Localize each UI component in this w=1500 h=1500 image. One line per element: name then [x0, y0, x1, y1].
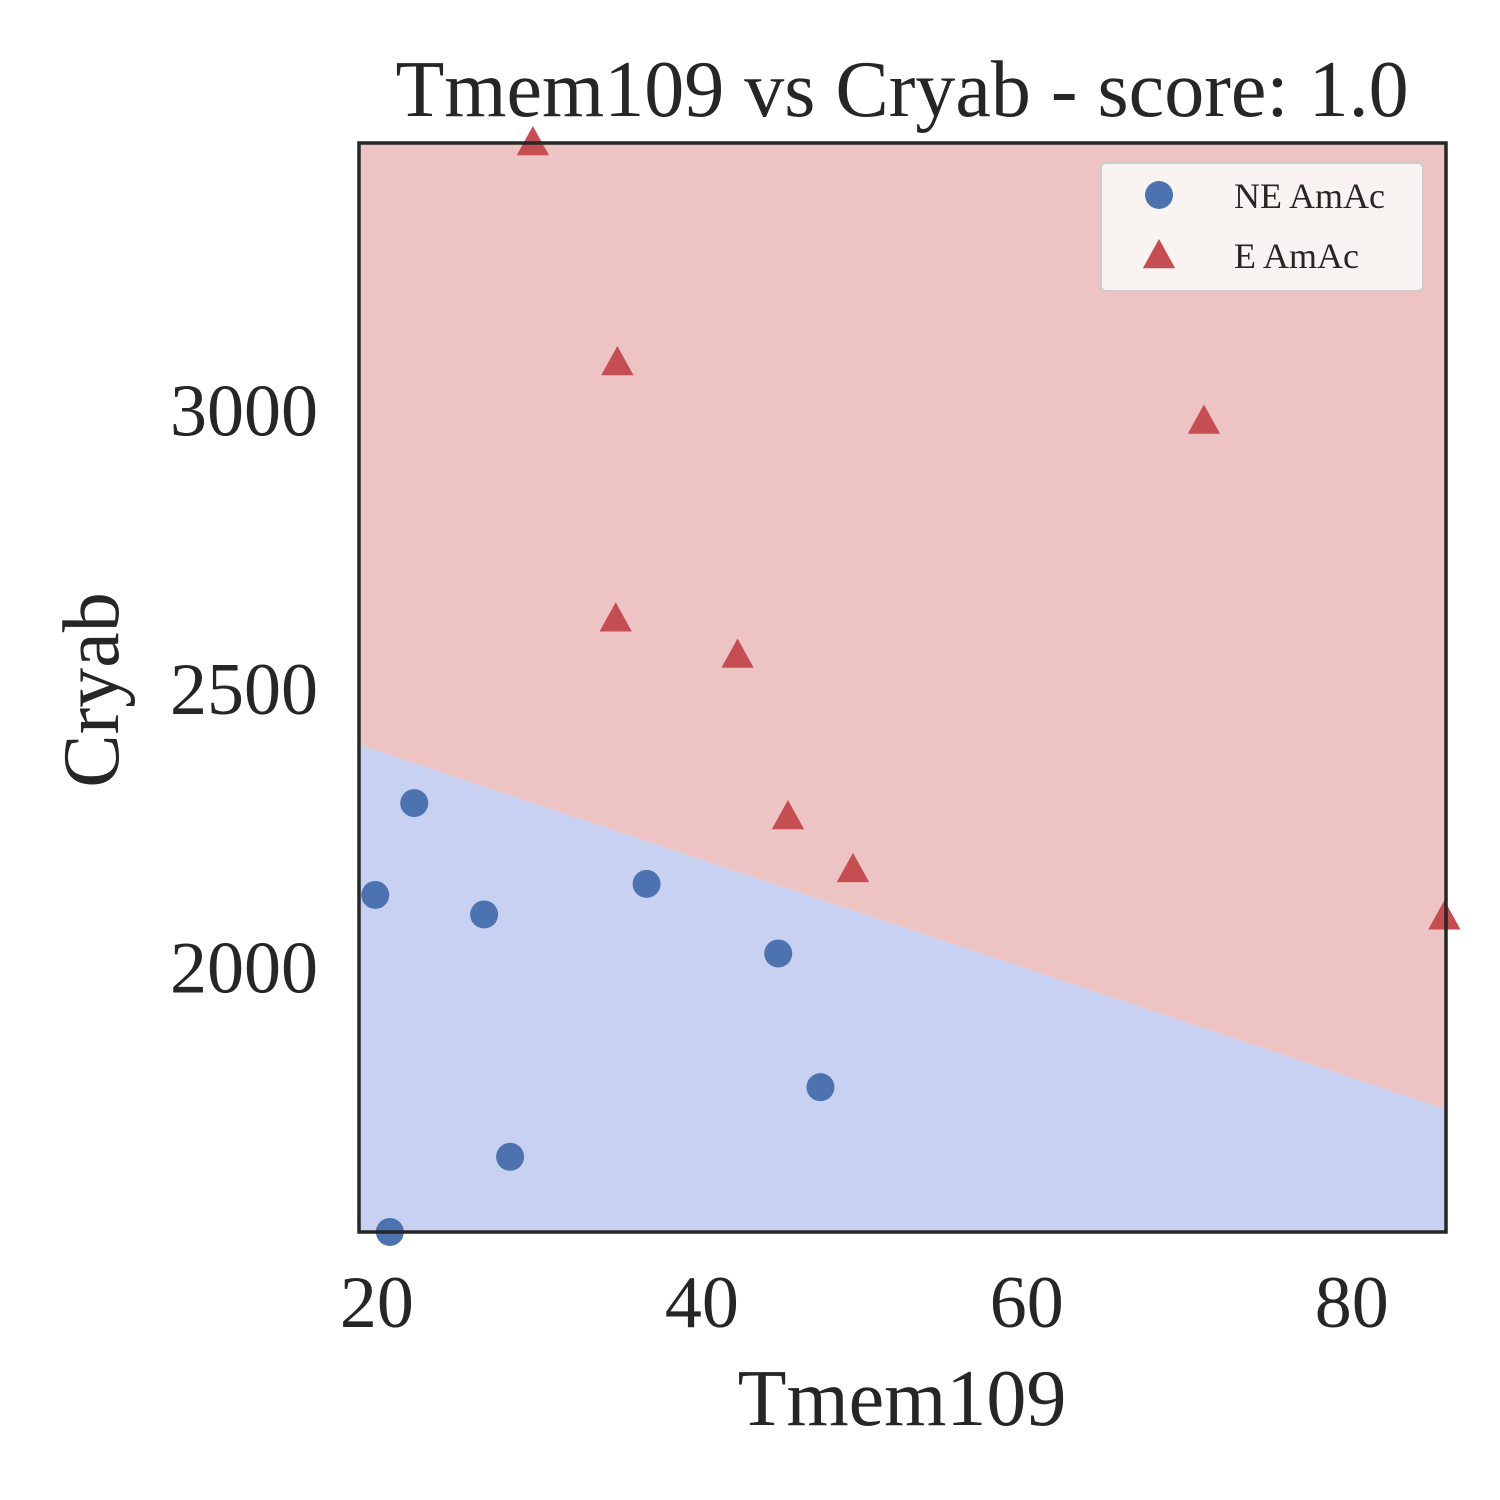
- ne-amac-point: [400, 789, 429, 818]
- legend-ne-amac-label: NE AmAc: [1234, 176, 1385, 216]
- e-amac-point: [1187, 404, 1221, 434]
- legend-e-amac-marker: [1142, 239, 1176, 269]
- legend-e-amac-label: E AmAc: [1234, 236, 1359, 276]
- legend-ne-amac-marker: [1145, 181, 1173, 209]
- decision-regions: [359, 143, 1446, 1232]
- x-tick-label: 60: [990, 1262, 1064, 1344]
- ne-amac-point: [764, 939, 793, 968]
- y-axis-label: Cryab: [48, 592, 136, 788]
- e-amac-point: [601, 346, 634, 376]
- ne-amac-region: [359, 744, 1446, 1232]
- x-axis-label: Tmem109: [738, 1355, 1067, 1443]
- legend-box: [1100, 162, 1424, 292]
- x-tick-label: 40: [665, 1262, 739, 1344]
- y-tick-label: 2000: [170, 927, 318, 1009]
- e-amac-point: [721, 638, 754, 668]
- ne-amac-point: [632, 869, 661, 898]
- e-amac-point: [516, 126, 550, 156]
- e-amac-point: [771, 800, 805, 830]
- y-axis-ticks: 2000 2500 3000: [170, 370, 318, 1009]
- chart-title: Tmem109 vs Cryab - score: 1.0: [395, 46, 1408, 134]
- data-points: [361, 126, 1461, 1246]
- legend: NE AmAc E AmAc: [1100, 162, 1424, 292]
- plot-frame: [357, 141, 1448, 1234]
- ne-amac-point: [806, 1073, 835, 1102]
- x-axis-ticks: 20 40 60 80: [340, 1262, 1389, 1344]
- ne-amac-point: [361, 880, 390, 909]
- e-amac-region: [359, 143, 1446, 1110]
- ne-amac-point: [470, 900, 499, 929]
- y-tick-label: 2500: [170, 649, 318, 731]
- e-amac-point: [599, 602, 632, 632]
- ne-amac-point: [496, 1142, 525, 1171]
- x-tick-label: 20: [340, 1262, 414, 1344]
- y-tick-label: 3000: [170, 370, 318, 452]
- x-tick-label: 80: [1315, 1262, 1389, 1344]
- e-amac-point: [836, 852, 870, 883]
